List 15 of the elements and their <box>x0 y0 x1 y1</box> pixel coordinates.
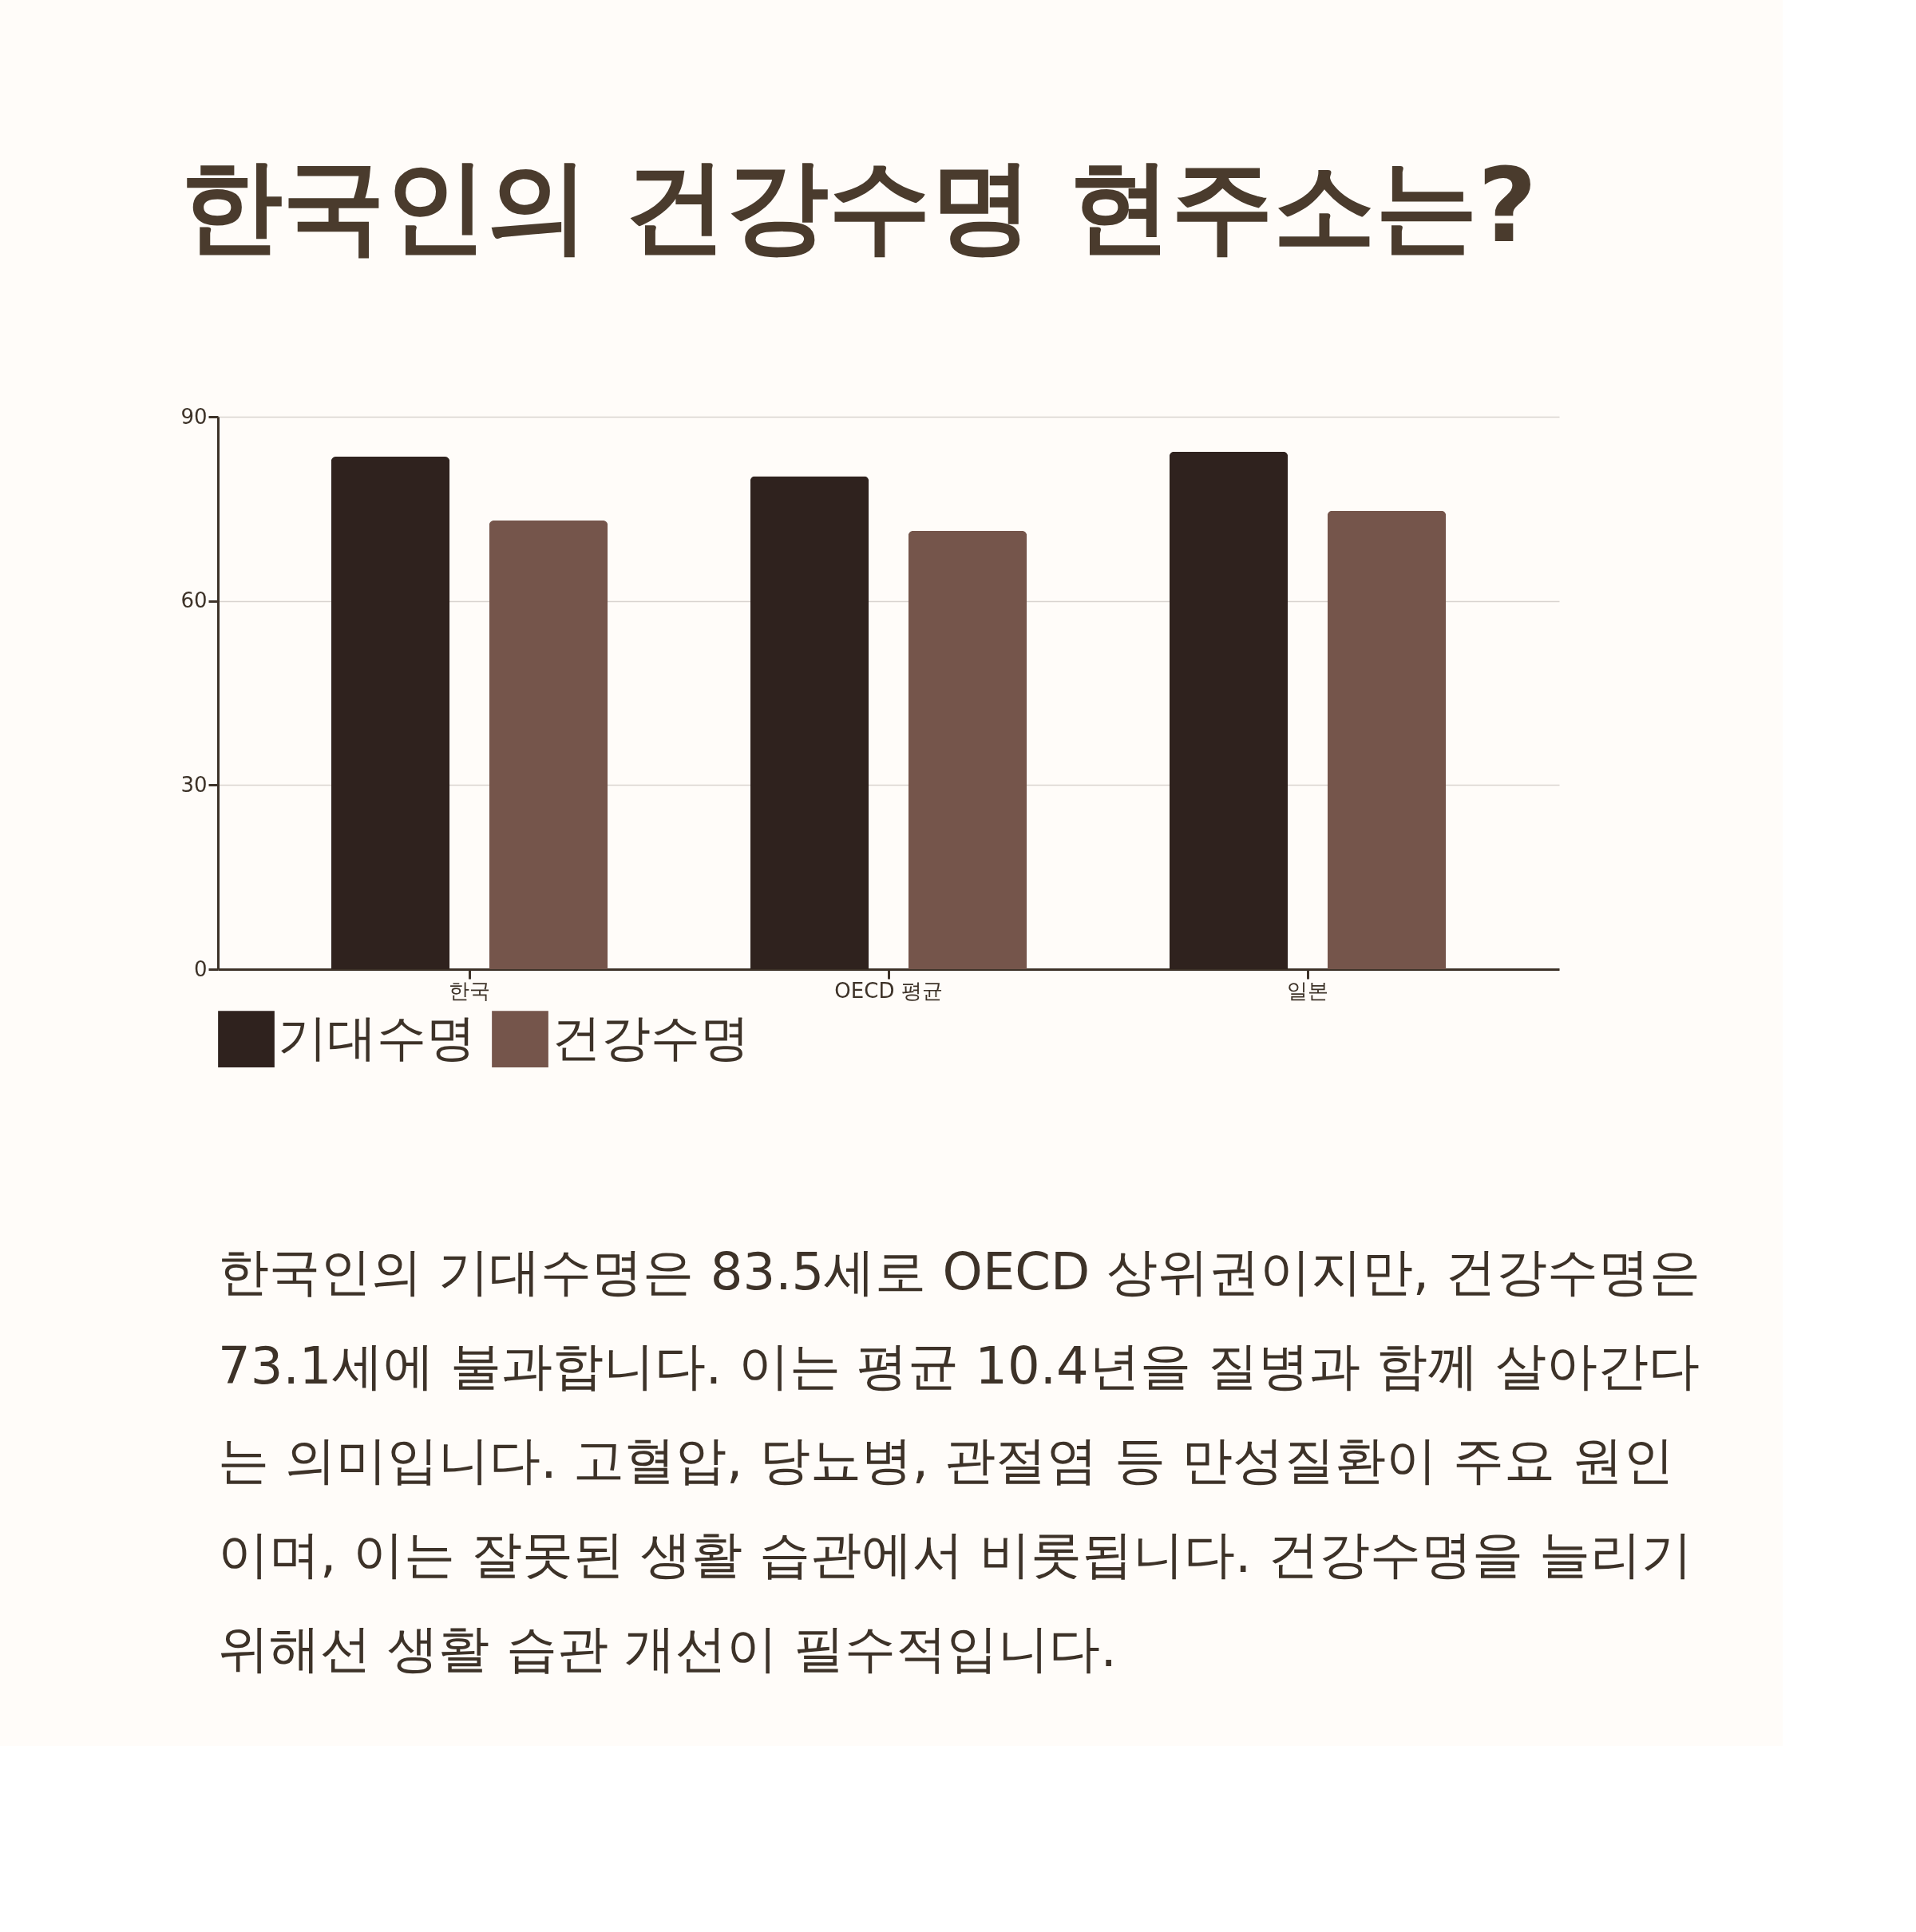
y-tick-label: 0 <box>193 956 208 981</box>
x-tick-label: 한국 <box>449 978 490 1003</box>
legend-label: 기대수명 <box>278 1008 476 1067</box>
chart-title: 한국인의 건강수명 현주소는? <box>180 146 1538 265</box>
text: 73.1세에 불과합니다. 이는 평균 10.4년을 질병과 함께 살아간다 <box>218 1336 1700 1396</box>
text: 이며, 이는 잘못된 생활 습관에서 비롯됩니다. 건강수명을 늘리기 <box>218 1525 1693 1584</box>
y-tick-label: 30 <box>180 772 208 797</box>
y-tick-label: 90 <box>180 404 208 429</box>
x-tick-label: OECD 평균 <box>834 978 943 1003</box>
x-tick-label: 일본 <box>1287 978 1328 1003</box>
text: 는 의미입니다. 고혈압, 당뇨병, 관절염 등 만성질환이 주요 원인 <box>218 1431 1674 1490</box>
text: 위해선 생활 습관 개선이 필수적입니다. <box>218 1619 1117 1678</box>
legend-label: 건강수명 <box>552 1008 750 1067</box>
y-tick-label: 60 <box>180 588 208 613</box>
text: 한국인의 기대수명은 83.5세로 OECD 상위권이지만, 건강수명은 <box>218 1242 1701 1301</box>
